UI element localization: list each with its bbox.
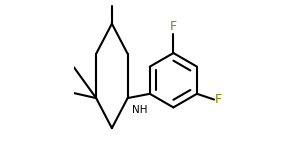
Text: F: F — [215, 93, 222, 106]
Text: NH: NH — [132, 105, 148, 115]
Text: F: F — [170, 20, 177, 33]
